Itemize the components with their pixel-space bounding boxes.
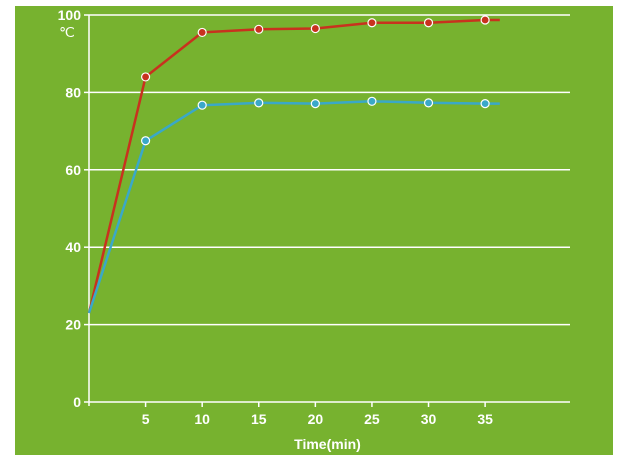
series-1-point [310,23,320,34]
chart-panel: 0 20 40 60 80 100 5 10 15 20 25 30 35 ℃ Time(min) [15,6,613,455]
series-1-point [367,18,377,28]
series-2-point [197,100,207,110]
x-tick-label: 10 [194,411,210,427]
x-tick-label: 20 [308,411,324,427]
series-1-point [480,15,490,25]
series-2-line [87,100,500,314]
series-1-point [140,72,151,82]
y-tick-label: 40 [65,239,81,255]
x-tick-label: 35 [477,411,493,427]
series-2-point [254,98,264,108]
y-tick-label: 80 [65,84,81,100]
y-tick-label: 0 [73,394,81,410]
y-tick-label: 100 [58,7,82,23]
x-tick-label: 5 [142,411,150,427]
series-2-point [480,99,490,109]
series-2-point [140,136,151,146]
series-1-line [87,18,500,314]
series-2-point [310,99,320,109]
series-2-point [423,98,434,108]
y-axis-unit-label: ℃ [59,24,75,40]
y-tick-label: 20 [65,317,81,333]
series-1-point [423,18,434,28]
series-1-point [197,27,207,38]
line-chart: 0 20 40 60 80 100 5 10 15 20 25 30 35 ℃ Time(min) [58,7,570,452]
series-2-point [367,96,377,106]
x-axis-title: Time(min) [294,436,361,452]
x-tick-label: 15 [251,411,267,427]
x-tick-label: 30 [421,411,437,427]
y-tick-label: 60 [65,162,81,178]
series-1-point [254,24,264,34]
x-tick-label: 25 [364,411,380,427]
